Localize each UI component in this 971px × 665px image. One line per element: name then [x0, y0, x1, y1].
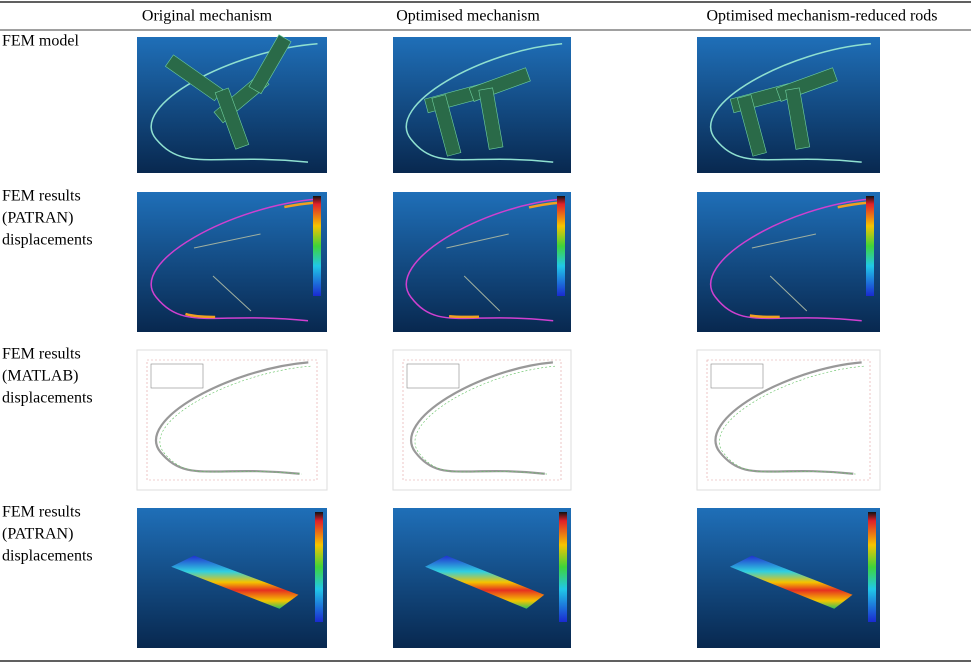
- row-label: FEM results: [2, 504, 81, 521]
- plot-frame: [706, 359, 871, 481]
- rod: [751, 233, 817, 249]
- color-bar: [313, 196, 321, 296]
- profile-curve: [709, 198, 871, 322]
- deformed-panel: [729, 555, 853, 609]
- color-bar: [866, 196, 874, 296]
- profile-curve: [405, 198, 563, 322]
- deformed-panel: [425, 555, 545, 609]
- row-label: displacements: [2, 548, 93, 565]
- patran-image: [137, 192, 327, 332]
- patran-image: [697, 192, 880, 332]
- row-label: FEM results: [2, 346, 81, 363]
- color-bar: [559, 512, 567, 622]
- profile-curve: [159, 365, 311, 475]
- rod: [785, 87, 811, 150]
- color-bar: [315, 512, 323, 622]
- profile-curve: [405, 43, 563, 163]
- legend-box: [150, 363, 204, 389]
- profile-curve: [154, 361, 309, 475]
- row-label: FEM model: [2, 33, 79, 50]
- patran-image: [393, 192, 571, 332]
- rod: [446, 233, 509, 249]
- plot-frame: [402, 359, 562, 481]
- column-header: Optimised mechanism: [396, 8, 540, 25]
- rod: [463, 275, 501, 312]
- row-label: displacements: [2, 390, 93, 407]
- row-label: displacements: [2, 232, 93, 249]
- profile-curve: [414, 365, 556, 475]
- legend-box: [710, 363, 764, 389]
- color-bar: [868, 512, 876, 622]
- profile-curve: [150, 43, 318, 163]
- profile-curve: [410, 361, 553, 475]
- rod: [478, 87, 504, 150]
- table-body: Original mechanism Optimised mechanism Opt…: [2, 8, 938, 648]
- plot-frame: [146, 359, 318, 481]
- deformed-panel: [171, 555, 299, 609]
- profile-curve: [150, 198, 318, 322]
- row-label: (PATRAN): [2, 210, 73, 227]
- rod: [431, 94, 462, 157]
- rod: [212, 275, 252, 312]
- profile-curve: [709, 43, 871, 163]
- rod: [193, 233, 261, 249]
- legend-box: [406, 363, 460, 389]
- row-label: FEM results: [2, 188, 81, 205]
- column-header: Optimised mechanism-reduced rods: [706, 8, 937, 25]
- rod: [769, 275, 808, 312]
- color-bar: [557, 196, 565, 296]
- column-header: Original mechanism: [142, 8, 273, 25]
- row-label: (PATRAN): [2, 526, 73, 543]
- rod: [214, 87, 250, 150]
- row-label: (MATLAB): [2, 368, 78, 385]
- profile-curve: [714, 361, 862, 475]
- rod: [737, 94, 767, 157]
- rod: [248, 34, 292, 95]
